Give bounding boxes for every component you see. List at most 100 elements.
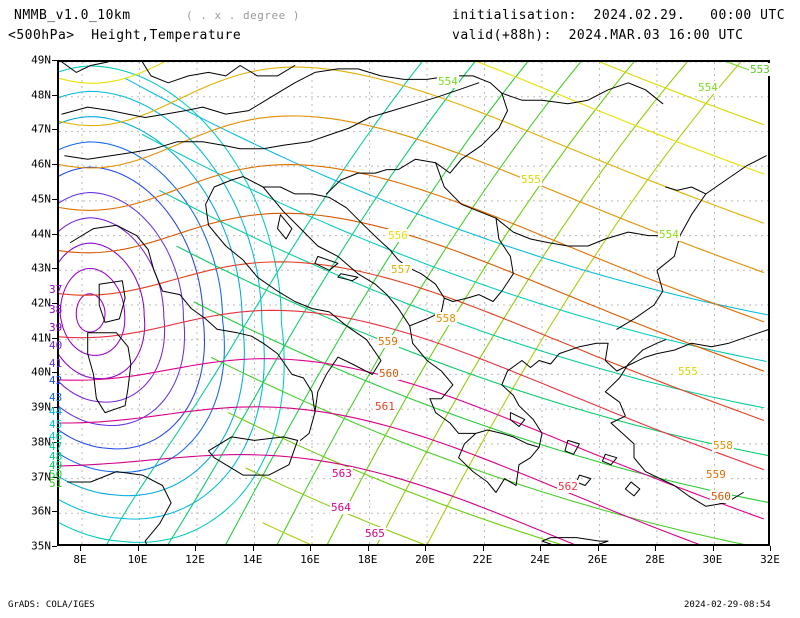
- x-tick: [425, 546, 426, 551]
- x-tick: [597, 546, 599, 551]
- level-field-title: <500hPa> Height,Temperature: [8, 28, 242, 43]
- y-axis-label: 42N: [31, 296, 51, 310]
- height-contour-label: 558: [435, 312, 457, 325]
- y-axis-label: 35N: [31, 539, 51, 553]
- height-contour-label: 555: [520, 173, 542, 186]
- height-contour-label: 553: [749, 63, 771, 76]
- x-axis-label: 28E: [645, 553, 665, 566]
- y-tick: [52, 129, 57, 131]
- render-timestamp: 2024-02-29-08:54: [684, 600, 771, 610]
- height-contour-label: 554: [437, 75, 459, 88]
- y-tick: [52, 198, 57, 200]
- grid-layer: [59, 62, 768, 544]
- y-tick: [52, 164, 57, 166]
- x-axis-label: 22E: [472, 553, 493, 566]
- y-tick: [52, 337, 57, 339]
- height-contour-label: 554: [658, 228, 680, 241]
- x-axis-label: 16E: [300, 553, 320, 566]
- temperature-contour-label: 50: [49, 468, 63, 481]
- x-axis-label: 32E: [760, 553, 780, 566]
- x-axis-label: 20E: [415, 553, 435, 566]
- temperature-contour-label: 48: [49, 450, 63, 463]
- x-tick: [367, 546, 369, 551]
- height-contour-label: 564: [330, 501, 352, 514]
- x-tick: [482, 546, 484, 551]
- y-axis-label: 38N: [31, 435, 51, 449]
- y-axis-label: 44N: [31, 227, 51, 241]
- grads-credit: GrADS: COLA/IGES: [8, 600, 95, 610]
- y-tick: [52, 268, 57, 270]
- x-axis-label: 18E: [357, 553, 378, 566]
- y-tick: [52, 511, 57, 513]
- y-axis-label: 46N: [31, 157, 51, 171]
- x-tick: [712, 546, 714, 551]
- y-axis-label: 49N: [31, 53, 51, 67]
- temperature-contour-label: 46: [49, 430, 63, 443]
- resolution-note: ( . x . degree ): [186, 9, 300, 22]
- y-tick: [52, 546, 57, 547]
- y-axis-label: 41N: [31, 331, 51, 345]
- model-name: NMMB_v1.0_10km: [14, 8, 131, 23]
- x-axis-label: 10E: [127, 553, 148, 566]
- x-tick: [252, 546, 254, 551]
- x-axis-label: 14E: [242, 553, 263, 566]
- x-tick: [655, 546, 656, 551]
- x-tick: [770, 546, 771, 551]
- x-tick: [310, 546, 311, 551]
- height-contour-label: 558: [712, 439, 734, 452]
- y-axis-label: 45N: [31, 192, 51, 206]
- temperature-contour-label: 44: [49, 405, 63, 418]
- height-contour-layer: [59, 62, 764, 544]
- temperature-contour-label: 38: [49, 303, 63, 316]
- height-contour-label: 559: [377, 335, 399, 348]
- y-tick: [52, 60, 57, 61]
- y-tick: [52, 407, 57, 409]
- x-axis-label: 30E: [702, 553, 723, 566]
- temperature-contour-label: 45: [49, 418, 63, 431]
- x-axis-label: 12E: [185, 553, 205, 566]
- x-axis-label: 24E: [530, 553, 550, 566]
- temperature-contour-label: 39: [49, 321, 63, 334]
- height-contour-label: 557: [390, 263, 412, 276]
- height-contour-label: 554: [697, 81, 719, 94]
- height-contour-label: 555: [677, 365, 699, 378]
- initialisation-time: initialisation: 2024.02.29. 00:00 UTC: [452, 8, 786, 23]
- x-tick: [540, 546, 541, 551]
- y-axis-label: 40N: [31, 365, 51, 379]
- y-axis-label: 48N: [31, 88, 51, 102]
- y-tick: [52, 441, 57, 443]
- y-axis-label: 47N: [31, 122, 51, 136]
- x-tick: [80, 546, 81, 551]
- y-tick: [52, 303, 57, 304]
- y-tick: [52, 94, 57, 96]
- temperature-contour-label: 49: [49, 459, 63, 472]
- map-canvas: [59, 62, 768, 544]
- temperature-contour-label: 51: [49, 477, 63, 490]
- coastline-layer: [61, 62, 768, 544]
- temperature-contour-label: 41: [49, 357, 63, 370]
- height-contour-label: 561: [374, 400, 396, 413]
- height-contour-label: 560: [378, 367, 400, 380]
- height-contour-label: 562: [557, 480, 579, 493]
- x-tick: [195, 546, 196, 551]
- height-contour-label: 559: [705, 468, 727, 481]
- temperature-contour-label: 37: [49, 283, 63, 296]
- y-axis-label: 37N: [31, 470, 51, 484]
- y-tick: [52, 233, 57, 235]
- map-plot-area: [57, 60, 770, 546]
- temperature-contour-label: 40: [49, 339, 63, 352]
- x-tick: [137, 546, 139, 551]
- height-contour-label: 560: [710, 490, 732, 503]
- y-axis-label: 43N: [31, 261, 51, 275]
- height-contour-label: 565: [364, 527, 386, 540]
- valid-time: valid(+88h): 2024.MAR.03 16:00 UTC: [452, 28, 744, 43]
- temperature-contour-label: 42: [49, 374, 63, 387]
- y-tick: [52, 372, 57, 374]
- y-axis-label: 36N: [31, 504, 51, 518]
- x-axis-label: 26E: [587, 553, 608, 566]
- height-contour-label: 563: [331, 467, 353, 480]
- height-contour-label: 556: [387, 229, 409, 242]
- y-tick: [52, 476, 57, 478]
- temperature-contour-label: 43: [49, 391, 63, 404]
- y-axis-label: 39N: [31, 400, 51, 414]
